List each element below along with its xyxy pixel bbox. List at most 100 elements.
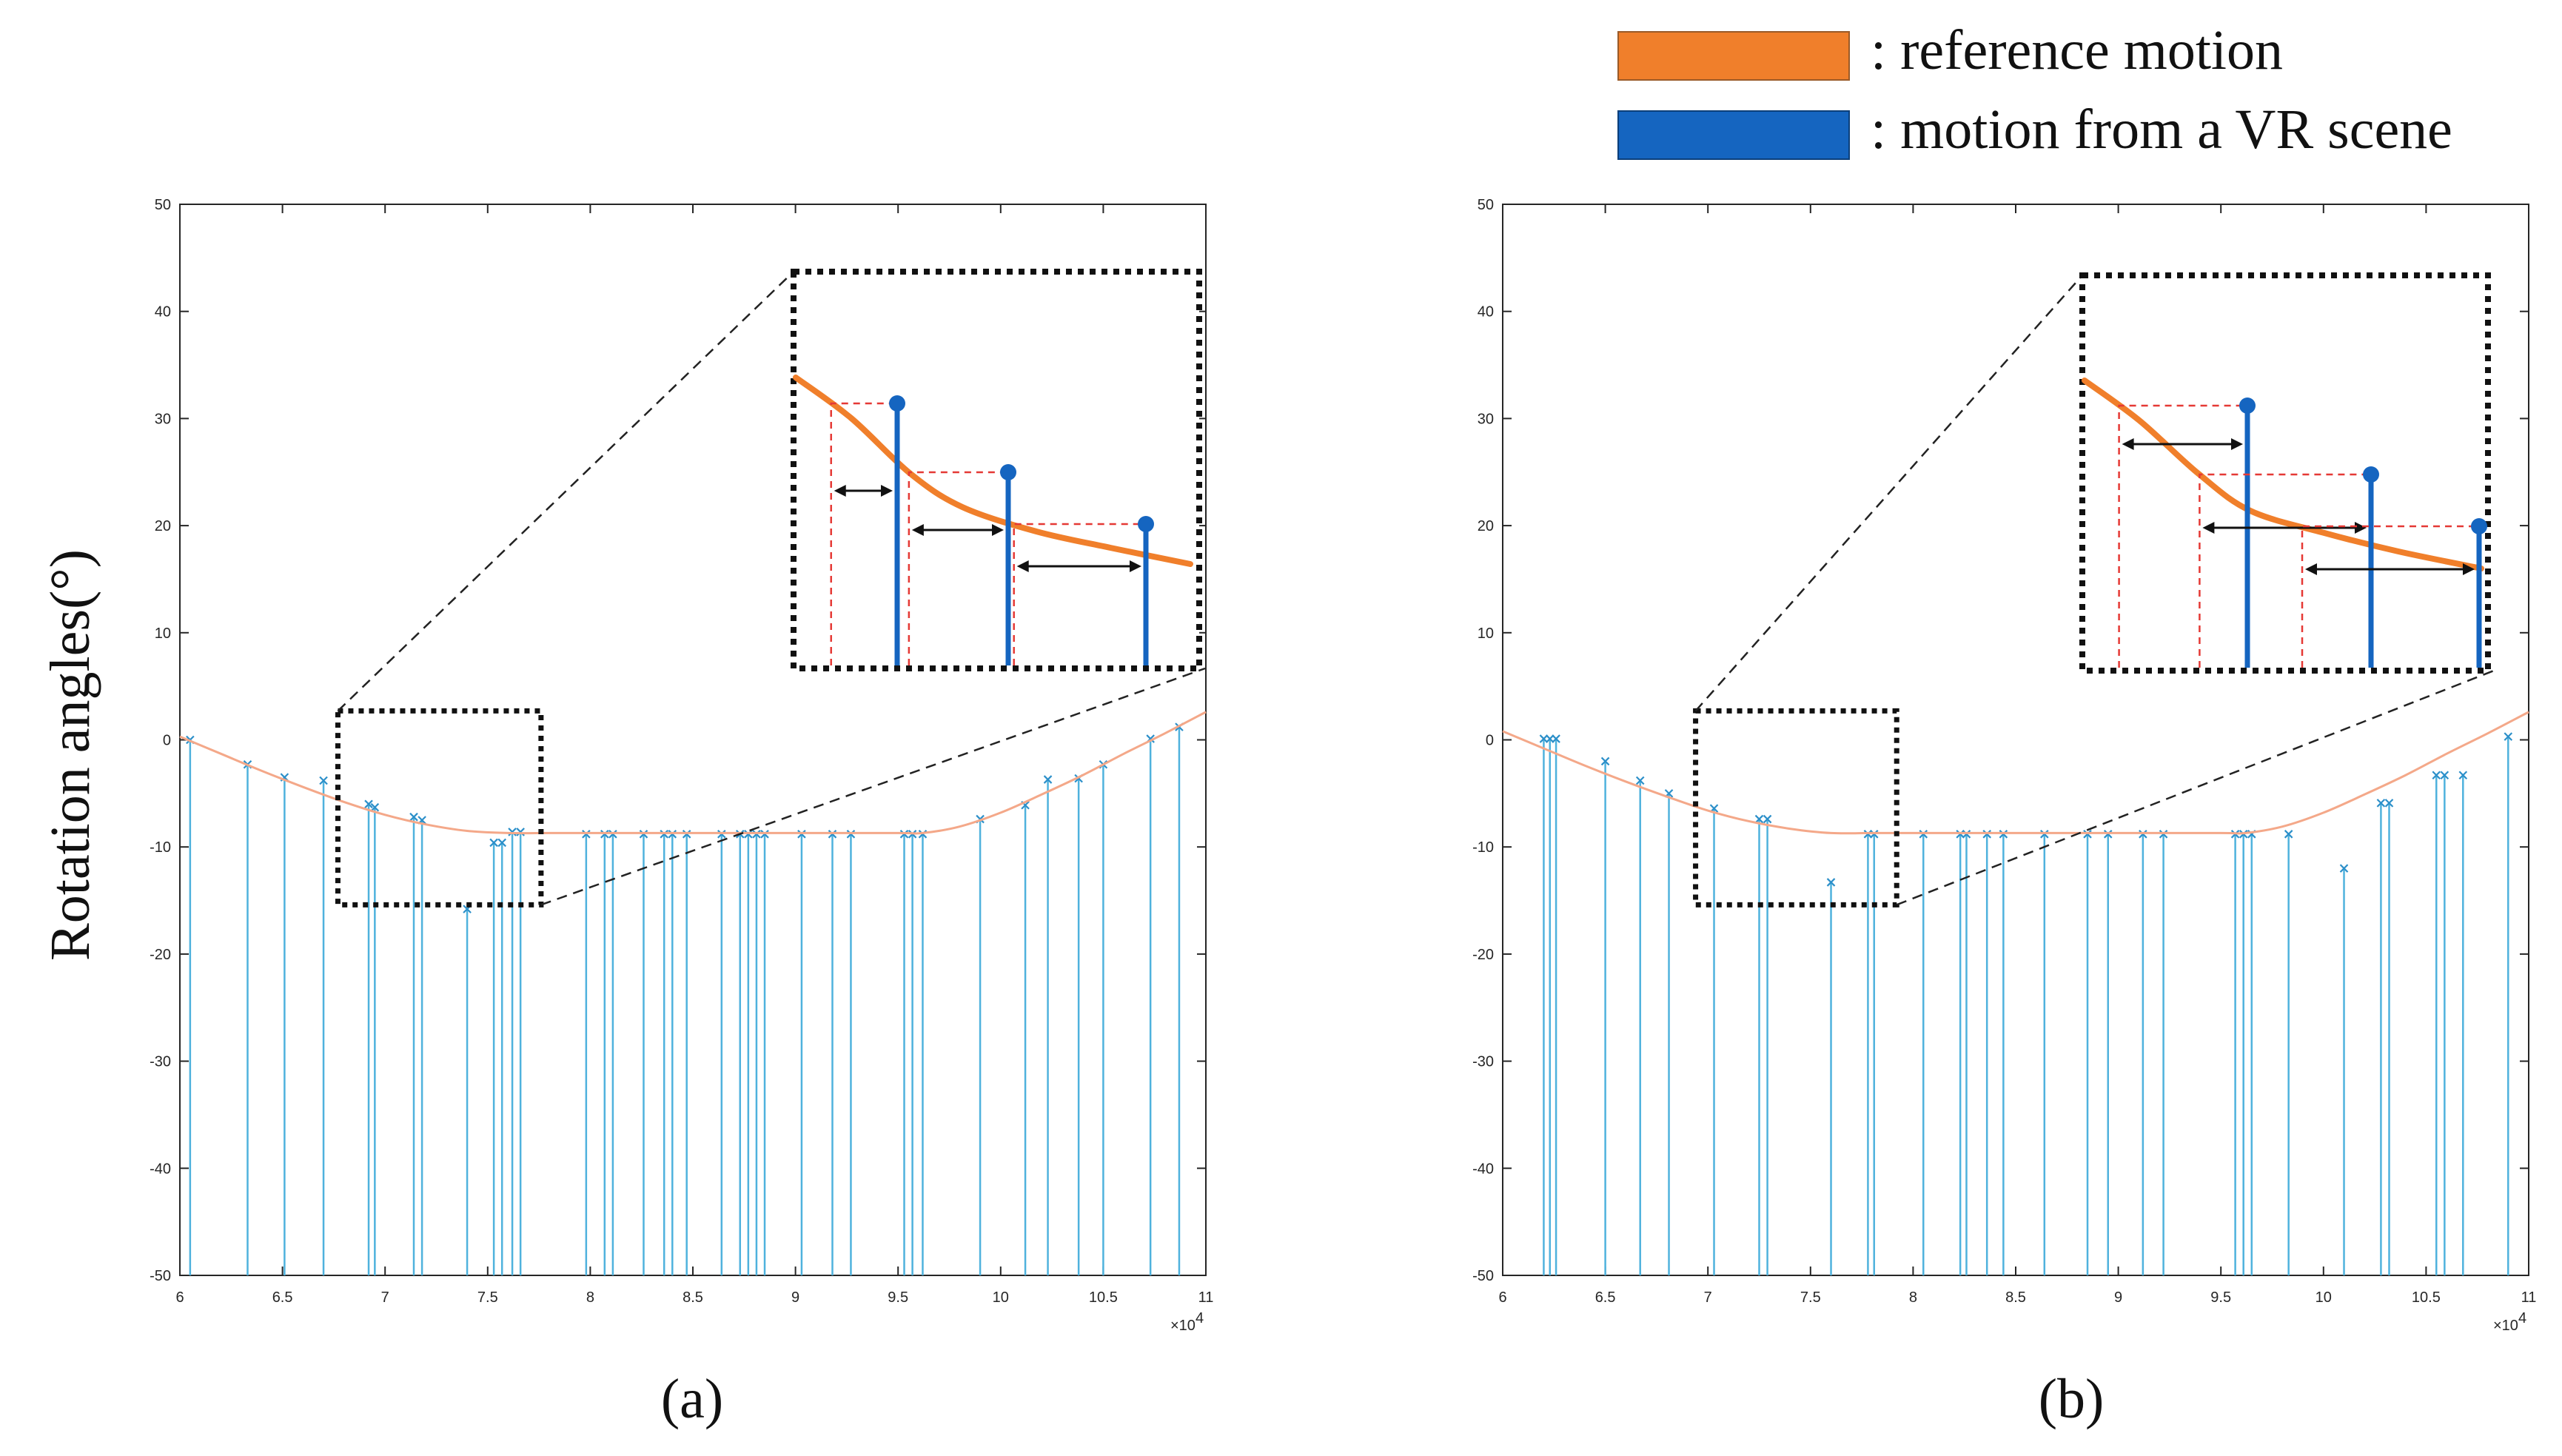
inset-guide-dashed <box>908 471 1008 665</box>
zoom-connector-bottom <box>1896 669 2495 906</box>
y-tick-label: 50 <box>1478 197 1494 213</box>
y-tick-label: -10 <box>1472 839 1494 856</box>
x-axis-exponent-power: 4 <box>2518 1310 2526 1326</box>
y-tick-label: 30 <box>1478 411 1494 427</box>
y-tick-label: -50 <box>1472 1268 1494 1284</box>
x-tick-label: 7 <box>1704 1289 1712 1306</box>
stem-marker <box>1539 734 1549 743</box>
zoom-connector-top <box>337 271 794 712</box>
legend-swatch-reference <box>1617 31 1850 81</box>
inset-reference-curve <box>2082 378 2484 571</box>
y-tick-label: -40 <box>150 1161 171 1177</box>
stem-marker <box>409 812 418 822</box>
zoom-box <box>335 708 544 908</box>
x-axis-exponent: ×10 <box>2493 1318 2518 1334</box>
x-tick-label: 11 <box>2521 1289 2537 1306</box>
x-tick-label: 10 <box>2315 1289 2332 1306</box>
x-tick-label: 10.5 <box>1089 1289 1118 1306</box>
inset-stem-marker <box>2239 397 2256 414</box>
inset-guide-dashed <box>2199 473 2371 668</box>
stem-marker <box>1545 734 1555 743</box>
x-tick-label: 8.5 <box>2005 1289 2026 1306</box>
inset-guide-dashed <box>1013 523 1146 665</box>
reference-line <box>179 711 1207 835</box>
stem-marker <box>1754 814 1764 824</box>
stem-marker <box>2432 771 2441 780</box>
zoom-connector-bottom <box>540 667 1206 906</box>
y-tick-label: -30 <box>150 1054 171 1070</box>
stem-marker <box>319 776 328 785</box>
inset-arrow-head-left <box>834 485 846 497</box>
stem-marker <box>2339 864 2349 873</box>
x-tick-label: 7.5 <box>1800 1289 1821 1306</box>
y-tick-label: 50 <box>155 197 171 213</box>
x-tick-label: 9.5 <box>888 1289 908 1306</box>
stem-marker <box>1635 776 1645 785</box>
y-tick-label: -40 <box>1472 1161 1494 1177</box>
inset-guide-dashed <box>830 402 897 665</box>
stem-marker <box>1826 878 1836 887</box>
y-tick-label: 20 <box>155 518 171 534</box>
x-tick-label: 9.5 <box>2210 1289 2231 1306</box>
y-tick-label: -10 <box>150 839 171 856</box>
y-tick-label: 0 <box>163 733 171 749</box>
y-tick-label: 0 <box>1486 733 1494 749</box>
caption-a: (a) <box>661 1368 723 1430</box>
x-tick-label: 6 <box>1498 1289 1506 1306</box>
y-tick-label: -20 <box>1472 947 1494 963</box>
stem-marker <box>370 802 380 812</box>
x-tick-label: 8 <box>586 1289 594 1306</box>
inset-arrow-head-left <box>2305 563 2317 575</box>
y-tick-label: 30 <box>155 411 171 427</box>
panel-a: 6 6.5 7 7.5 8 8.5 9 9.5 10 10.5 11×10 4 50 40 30 20 10 0 -… <box>150 197 1213 1334</box>
inset-box <box>791 269 1202 671</box>
stem-marker <box>489 838 498 848</box>
y-tick-label: -30 <box>1472 1054 1494 1070</box>
stem-marker <box>2376 799 2386 808</box>
panel-b: 6 6.5 7 7.5 8 8.5 9 9.5 10 10.5 11×10 4 50 40 30 20 10 0 -… <box>1472 197 2536 1334</box>
y-tick-label: 40 <box>1478 304 1494 321</box>
x-tick-label: 11 <box>1198 1289 1214 1306</box>
stem-marker <box>508 828 517 836</box>
legend: : reference motion : motion from a VR sc… <box>1617 19 2452 161</box>
caption-b: (b) <box>2039 1368 2105 1430</box>
inset-reference-curve <box>793 375 1193 567</box>
x-axis-exponent: ×10 <box>1170 1318 1196 1334</box>
inset-guide-dashed <box>2118 404 2247 668</box>
inset-stem-marker <box>1138 516 1154 532</box>
y-tick-label: 10 <box>1478 625 1494 642</box>
stem-marker <box>364 799 373 809</box>
stem-marker <box>2284 830 2293 839</box>
zoom-box <box>1693 708 1899 908</box>
inset-arrow-head-left <box>2122 438 2134 450</box>
x-tick-label: 10.5 <box>2412 1289 2441 1306</box>
x-tick-label: 8.5 <box>683 1289 703 1306</box>
x-tick-label: 7.5 <box>477 1289 498 1306</box>
legend-label-reference: : reference motion <box>1871 19 2283 81</box>
inset-stem-marker <box>1000 464 1016 480</box>
x-tick-label: 10 <box>993 1289 1009 1306</box>
stem-marker <box>2458 771 2468 780</box>
inset-arrow-head-right <box>2231 438 2243 450</box>
x-tick-label: 8 <box>1909 1289 1917 1306</box>
y-tick-label: -20 <box>150 947 171 963</box>
stem-marker <box>1600 756 1610 766</box>
x-tick-label: 7 <box>381 1289 389 1306</box>
y-axis-label: Rotation angles(°) <box>39 549 101 961</box>
inset-box <box>2079 272 2491 674</box>
x-tick-label: 9 <box>791 1289 799 1306</box>
zoom-connector-top <box>1694 275 2083 712</box>
inset-arrow-head-left <box>911 524 924 536</box>
inset-stem-marker <box>889 395 905 412</box>
legend-swatch-vr <box>1617 110 1850 160</box>
y-tick-label: 20 <box>1478 518 1494 534</box>
inset-arrow-head-right <box>992 524 1004 536</box>
inset-stem-marker <box>2471 518 2487 534</box>
x-axis-exponent-power: 4 <box>1196 1310 1204 1326</box>
x-tick-label: 6 <box>175 1289 184 1306</box>
inset-arrow-head-right <box>881 485 893 497</box>
reference-line <box>1502 711 2529 835</box>
y-tick-label: 10 <box>155 625 171 642</box>
inset-arrow-head-right <box>1130 560 1141 572</box>
